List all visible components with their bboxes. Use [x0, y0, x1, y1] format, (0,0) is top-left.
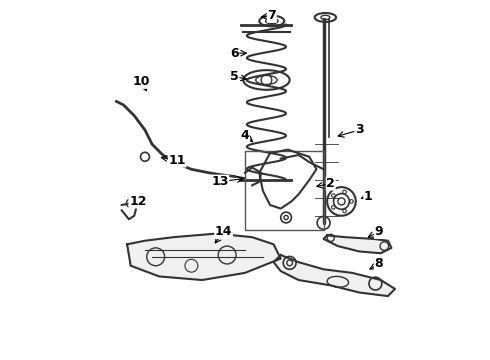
Bar — [245, 152, 323, 230]
Text: 11: 11 — [169, 154, 186, 167]
Text: 4: 4 — [241, 129, 249, 142]
Text: 6: 6 — [230, 47, 239, 60]
Text: 1: 1 — [364, 190, 372, 203]
Text: 7: 7 — [268, 9, 276, 22]
Polygon shape — [323, 235, 392, 253]
Text: 9: 9 — [375, 225, 383, 238]
Text: 3: 3 — [355, 123, 364, 136]
Text: 2: 2 — [326, 177, 335, 190]
Text: 13: 13 — [211, 175, 229, 188]
Text: 8: 8 — [375, 257, 383, 270]
Text: 14: 14 — [215, 225, 232, 238]
Text: 12: 12 — [129, 195, 147, 208]
Text: 5: 5 — [230, 70, 239, 83]
Text: 10: 10 — [133, 75, 150, 88]
Polygon shape — [273, 255, 395, 296]
Polygon shape — [127, 234, 281, 280]
